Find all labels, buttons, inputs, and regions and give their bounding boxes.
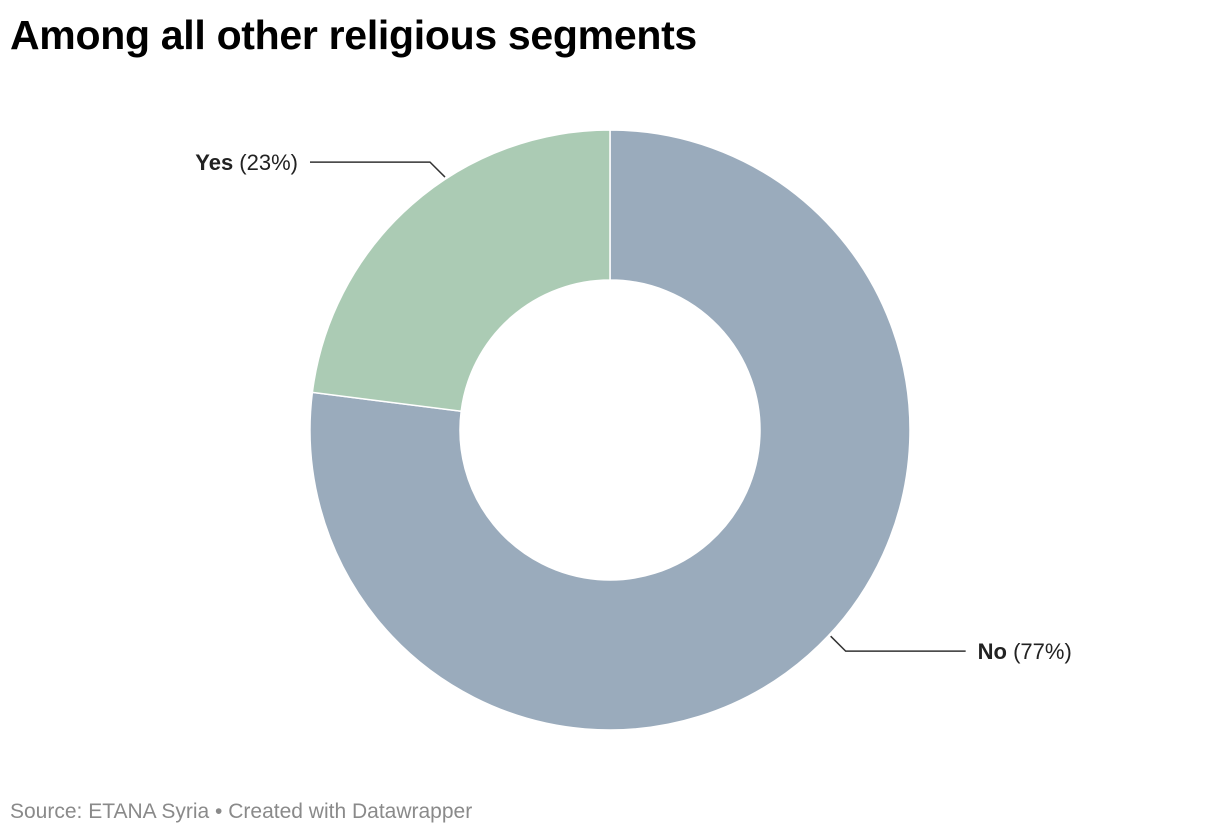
chart-title: Among all other religious segments	[10, 12, 697, 58]
slice-label-yes: Yes (23%)	[195, 150, 298, 175]
slice-yes	[311, 129, 611, 413]
leader-lines-group	[309, 161, 966, 652]
slice-label-no: No (77%)	[978, 639, 1072, 664]
slices-group	[309, 129, 911, 731]
leader-line-no	[830, 635, 966, 652]
slice-label-value: (77%)	[1007, 639, 1072, 664]
slice-no	[309, 129, 911, 731]
credit-text: Created with Datawrapper	[228, 800, 473, 823]
source-name: ETANA Syria	[88, 800, 210, 823]
slice-label-category: Yes	[195, 150, 233, 175]
slice-labels-group: No (77%) Yes (23%)	[195, 150, 1072, 664]
footer-separator: •	[215, 800, 223, 823]
slice-label-value: (23%)	[233, 150, 298, 175]
source-label: Source:	[10, 800, 83, 823]
leader-line-yes	[309, 161, 446, 178]
chart-footer: Source: ETANA Syria • Created with Dataw…	[10, 798, 472, 826]
slice-label-category: No	[978, 639, 1007, 664]
